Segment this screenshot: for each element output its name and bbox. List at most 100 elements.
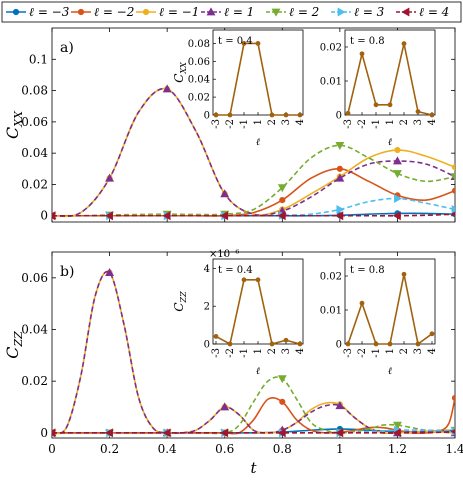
inset-t-label: t = 0.8 [350, 36, 385, 47]
plot-frame [51, 251, 456, 439]
series-marker [392, 170, 402, 179]
inset-y-label: CXX [172, 62, 188, 83]
series-marker [336, 165, 343, 172]
legend-label: ℓ = 1 [224, 5, 254, 19]
inset-x-tick-label: -3 [343, 119, 354, 129]
series-marker [450, 173, 455, 182]
series-marker [279, 398, 286, 405]
legend-marker [142, 8, 150, 16]
inset-y-tick-label: 0 [336, 340, 342, 351]
y-axis-label: CXX [3, 110, 25, 139]
legend-marker [206, 7, 216, 16]
series-line [52, 213, 455, 217]
inset-point [227, 341, 233, 347]
series-marker [335, 173, 345, 182]
y-tick-label: 0 [40, 426, 48, 440]
inset-x-tick-label: 2 [399, 119, 410, 125]
inset-frame [344, 258, 436, 345]
series-line [52, 270, 455, 435]
series-marker [277, 375, 287, 384]
series-marker [162, 211, 171, 221]
inset-x-tick-label: 4 [295, 348, 306, 354]
inset-x-tick-label: -1 [371, 348, 382, 358]
inset-x-tick-label: -2 [225, 119, 236, 129]
series-marker [104, 211, 113, 221]
x-tick-label: 0.8 [273, 442, 292, 456]
x-tick-label: 0.2 [100, 442, 119, 456]
series-marker [220, 428, 229, 438]
inset-2: 0 0.01 0.02 -3 -2 -1 1 2 3 4 t = 0.8 ℓ [320, 29, 438, 148]
y-tick-label: 0.04 [21, 323, 48, 337]
plot-frame [51, 27, 456, 223]
x-tick-label: 1.4 [445, 442, 463, 456]
inset-point [227, 112, 233, 118]
y-tick-label: 0 [40, 209, 48, 223]
inset-point [213, 112, 219, 118]
inset-point [213, 334, 219, 339]
inset-point [359, 300, 365, 306]
inset-x-label: ℓ [388, 366, 392, 377]
legend-marker [77, 8, 85, 16]
inset-t-label: t = 0.4 [218, 265, 253, 276]
legend-label: ℓ = −1 [159, 5, 199, 19]
series-marker [220, 211, 229, 221]
series-marker [220, 189, 230, 198]
inset-x-tick-label: -2 [357, 348, 368, 358]
inset-point [269, 341, 275, 347]
series-marker [451, 205, 455, 214]
inset-x-tick-label: 3 [281, 119, 292, 125]
inset-y-tick-label: 0 [204, 111, 210, 122]
legend-box [1, 1, 462, 23]
inset-point [359, 51, 365, 57]
inset-t-label: t = 0.4 [218, 36, 253, 47]
x-axis-label: t [250, 459, 257, 477]
inset-point [401, 41, 407, 46]
panel-label: a) [60, 40, 74, 56]
inset-x-tick-label: -3 [211, 348, 222, 358]
inset-point [345, 110, 351, 116]
series-line [52, 87, 455, 218]
inset-frame [212, 258, 304, 345]
inset-x-tick-label: 4 [427, 119, 438, 125]
y-tick-label: 0.02 [21, 177, 48, 191]
y-tick-label: 0.04 [21, 146, 48, 160]
inset-x-tick-label: 3 [281, 348, 292, 354]
inset-x-label: ℓ [388, 137, 392, 148]
inset-x-tick-label: -3 [211, 119, 222, 129]
inset-point [269, 112, 275, 118]
inset-point [345, 341, 351, 347]
inset-y-tick-label: 0.02 [320, 43, 342, 54]
inset-x-label: ℓ [256, 137, 260, 148]
inset-x-tick-label: 1 [253, 348, 264, 354]
x-tick-label: 0 [48, 442, 56, 456]
series-group [52, 84, 455, 221]
inset-x-tick-label: 1 [385, 348, 396, 354]
series-marker [162, 84, 172, 93]
series-marker [277, 184, 287, 193]
inset-point [283, 112, 289, 118]
series-marker [392, 428, 401, 438]
inset-point [415, 109, 421, 114]
inset-y-tick-label: 0.04 [188, 75, 210, 86]
x-tick-label: 1.2 [388, 442, 407, 456]
series-marker [335, 428, 344, 438]
series-marker [392, 421, 402, 430]
series-marker [52, 428, 56, 438]
inset-y-tick-label: 0.06 [188, 57, 210, 68]
x-tick-label: 0.4 [158, 442, 177, 456]
inset-x-label: ℓ [256, 366, 260, 377]
y-tick-label: 0.06 [21, 271, 48, 285]
inset-x-tick-label: -2 [357, 119, 368, 129]
inset-point [297, 112, 303, 118]
inset-point [429, 112, 435, 118]
inset-point [429, 331, 435, 337]
series-marker [394, 146, 401, 154]
series-line [52, 87, 455, 218]
inset-y-tick-label: 0.01 [320, 77, 342, 88]
series-marker [104, 428, 113, 438]
series-marker [336, 205, 345, 214]
inset-y-tick-label: 0.02 [188, 93, 210, 104]
panel-a-cxx: 0 0.02 0.04 0.06 0.08 0.1 CXX a) 0 0.02 0.04 0.06 0.… [3, 27, 456, 223]
inset-x-tick-label: 1 [253, 119, 264, 125]
legend-label: ℓ = −3 [29, 5, 70, 19]
